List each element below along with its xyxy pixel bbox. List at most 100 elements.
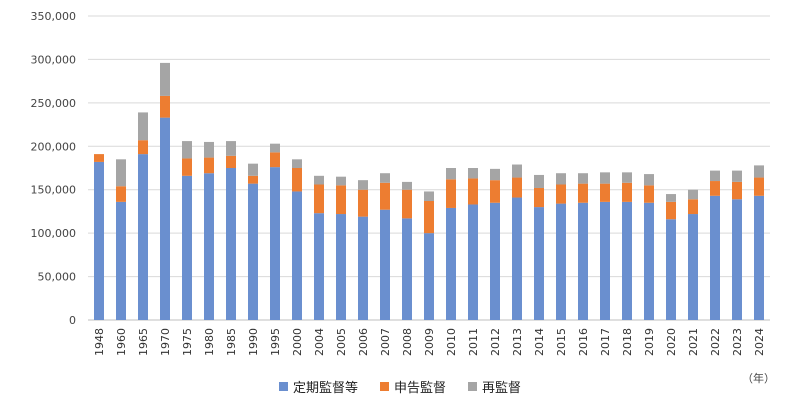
x-tick-label: 2021: [687, 328, 700, 356]
bar-segment-reinspection: [468, 168, 478, 179]
bar-segment-complaint: [336, 185, 346, 215]
bar-segment-reinspection: [622, 172, 632, 183]
x-tick-label: 2023: [731, 328, 744, 356]
bar-segment-complaint: [512, 177, 522, 198]
bar-segment-complaint: [490, 180, 500, 203]
bar-segment-complaint: [182, 158, 192, 176]
x-tick-label: 2024: [753, 328, 766, 356]
bar-segment-regular: [204, 173, 214, 320]
bar-segment-reinspection: [600, 172, 610, 184]
y-tick-label: 200,000: [31, 140, 77, 153]
legend-label-regular: 定期監督等: [292, 381, 358, 396]
bar-segment-regular: [94, 161, 104, 320]
bar-segment-regular: [160, 117, 170, 320]
bar-segment-regular: [534, 207, 544, 320]
bar-segment-reinspection: [490, 168, 500, 181]
bar-segment-regular: [644, 202, 654, 320]
y-tick-label: 100,000: [31, 227, 77, 240]
bar-segment-regular: [732, 199, 742, 320]
bar-segment-regular: [336, 214, 346, 320]
bar-segment-reinspection: [160, 62, 170, 96]
x-tick-label: 1990: [247, 328, 260, 356]
x-tick-label: 2019: [643, 328, 656, 356]
bar-segment-reinspection: [358, 180, 368, 190]
bar-segment-regular: [710, 195, 720, 320]
x-tick-label: 1965: [137, 328, 150, 356]
x-tick-label: 2000: [291, 328, 304, 356]
bar-segment-reinspection: [446, 168, 456, 180]
x-tick-label: 2015: [555, 328, 568, 356]
bar-segment-reinspection: [248, 163, 258, 176]
bar-segment-regular: [600, 201, 610, 320]
bar-segment-complaint: [94, 154, 104, 162]
x-tick-label: 2017: [599, 328, 612, 356]
bar-segment-reinspection: [270, 143, 280, 153]
bar-segment-complaint: [688, 199, 698, 215]
x-tick-label: 2014: [533, 328, 546, 356]
bar-segment-reinspection: [578, 173, 588, 184]
bar-segment-reinspection: [182, 141, 192, 159]
bar-segment-reinspection: [732, 170, 742, 182]
bar-segment-regular: [314, 213, 324, 320]
bar-segment-regular: [666, 219, 676, 320]
bar-segment-regular: [116, 201, 126, 320]
bar-segment-complaint: [666, 201, 676, 220]
bar-segment-complaint: [644, 185, 654, 203]
x-tick-label: 2020: [665, 328, 678, 356]
bar-segment-reinspection: [336, 176, 346, 186]
bar-segment-complaint: [204, 157, 214, 174]
bar-segment-reinspection: [314, 175, 324, 185]
y-tick-label: 350,000: [31, 10, 77, 23]
legend-label-complaint: 申告監督: [393, 381, 446, 396]
x-tick-label: 2006: [357, 328, 370, 356]
bar-segment-complaint: [710, 181, 720, 196]
bar-segment-reinspection: [138, 112, 148, 141]
bar-segment-reinspection: [424, 191, 434, 202]
x-tick-label: 1970: [159, 328, 172, 356]
x-tick-label: 1985: [225, 328, 238, 356]
bar-segment-regular: [226, 168, 236, 320]
x-tick-label: 2012: [489, 328, 502, 356]
x-tick-label: 2013: [511, 328, 524, 356]
bar-segment-complaint: [248, 175, 258, 184]
bar-segment-reinspection: [688, 189, 698, 200]
bar-segment-regular: [446, 207, 456, 320]
x-tick-label: 2009: [423, 328, 436, 356]
bar-segment-reinspection: [116, 159, 126, 187]
bar-segment-reinspection: [380, 173, 390, 183]
x-tick-label: 2010: [445, 328, 458, 356]
x-tick-label: 2008: [401, 328, 414, 356]
bar-segment-complaint: [754, 177, 764, 196]
bar-segment-complaint: [270, 152, 280, 168]
legend-swatch-reinspection: [468, 382, 477, 391]
x-tick-label: 1975: [181, 328, 194, 356]
bar-segment-complaint: [622, 182, 632, 202]
bar-segment-reinspection: [556, 173, 566, 185]
bar-segment-reinspection: [754, 165, 764, 178]
bar-segment-regular: [754, 195, 764, 320]
bar-segment-complaint: [556, 184, 566, 204]
x-tick-label: 2004: [313, 328, 326, 356]
x-tick-label: 2005: [335, 328, 348, 356]
bar-segment-complaint: [160, 95, 170, 118]
bar-segment-regular: [182, 175, 192, 320]
bar-segment-regular: [688, 214, 698, 320]
bar-segment-regular: [490, 202, 500, 320]
x-tick-label: 2007: [379, 328, 392, 356]
bar-segment-reinspection: [292, 159, 302, 168]
bar-segment-complaint: [600, 183, 610, 202]
bar-segment-complaint: [292, 168, 302, 192]
legend-label-reinspection: 再監督: [482, 381, 522, 396]
bar-segment-complaint: [446, 179, 456, 208]
bar-segment-complaint: [380, 182, 390, 210]
bar-segment-regular: [358, 216, 368, 320]
y-tick-label: 300,000: [31, 53, 77, 66]
bar-segment-complaint: [534, 187, 544, 208]
bar-segment-complaint: [226, 155, 236, 168]
bar-segment-reinspection: [534, 174, 544, 188]
legend-item-complaint: 申告監督: [379, 377, 446, 396]
y-tick-label: 250,000: [31, 97, 77, 110]
bar-segment-complaint: [402, 189, 412, 219]
bar-segment-regular: [468, 204, 478, 320]
